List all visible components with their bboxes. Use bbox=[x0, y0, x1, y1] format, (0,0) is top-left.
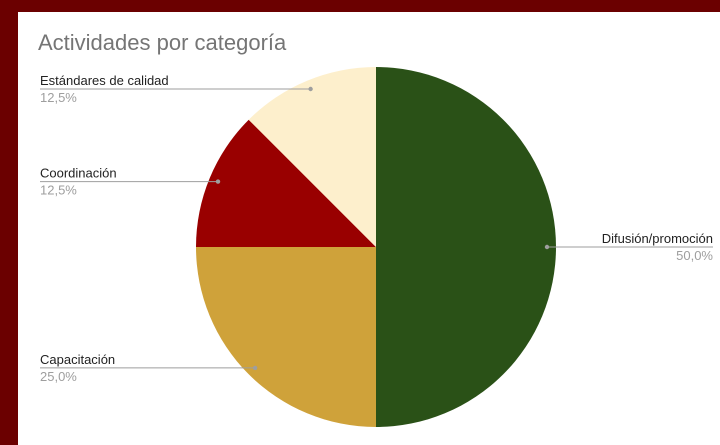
slice-labels: Difusión/promoción 50,0% Capacitación 25,0%… bbox=[40, 73, 713, 384]
pie-slice-4[interactable] bbox=[248, 67, 376, 247]
slice-percent-3: 12,5% bbox=[40, 183, 77, 198]
chart-title: Actividades por categoría bbox=[38, 30, 287, 55]
pie-slice-2[interactable] bbox=[196, 247, 376, 427]
slice-label-1: Difusión/promoción bbox=[602, 231, 713, 246]
leader-dot-4 bbox=[308, 86, 313, 92]
pie-slices bbox=[196, 67, 556, 427]
slice-label-3: Coordinación bbox=[40, 166, 117, 181]
slice-percent-1: 50,0% bbox=[676, 248, 713, 263]
slice-label-4: Estándares de calidad bbox=[40, 73, 169, 88]
slice-label-2: Capacitación bbox=[40, 352, 115, 367]
leader-dot-2 bbox=[252, 365, 258, 371]
slice-percent-4: 12,5% bbox=[40, 90, 77, 105]
pie-slice-3[interactable] bbox=[196, 119, 376, 247]
slice-percent-2: 25,0% bbox=[40, 369, 77, 384]
pie-slice-1[interactable] bbox=[376, 67, 556, 427]
leader-dot-1 bbox=[544, 244, 550, 250]
leader-dot-3 bbox=[215, 179, 221, 184]
